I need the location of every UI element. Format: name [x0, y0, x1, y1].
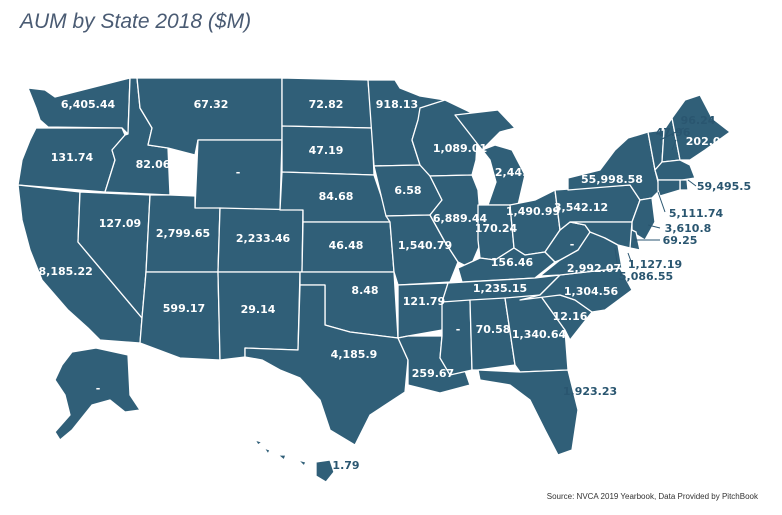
value-ia: 6.58 — [394, 184, 421, 197]
value-ma: 59,495.5 — [697, 180, 751, 193]
value-ar: 121.79 — [403, 295, 445, 308]
value-nj: 3,610.8 — [665, 222, 712, 235]
state-tx[interactable] — [244, 284, 409, 446]
value-mi: 2,449.38 — [495, 166, 549, 179]
value-md: 5,086.55 — [619, 270, 673, 283]
value-vt: 96.24 — [681, 114, 716, 127]
state-ms[interactable] — [439, 299, 473, 376]
state-ct[interactable] — [657, 179, 681, 197]
state-fl[interactable] — [477, 369, 579, 456]
value-mn: 918.13 — [376, 98, 418, 111]
state-la[interactable] — [397, 335, 471, 394]
state-mi[interactable] — [454, 109, 526, 206]
value-va: 2,992.07 — [567, 262, 621, 275]
value-nm: 29.14 — [241, 303, 276, 316]
value-id: 82.06 — [136, 158, 171, 171]
value-ms: - — [456, 323, 461, 336]
value-az: 599.17 — [163, 302, 205, 315]
state-ri[interactable] — [679, 179, 689, 191]
source-note: Source: NVCA 2019 Yearbook, Data Provide… — [546, 492, 758, 501]
value-oh: 1,490.99 — [506, 205, 560, 218]
state-az[interactable] — [139, 271, 221, 361]
value-fl: 1,923.23 — [563, 385, 617, 398]
value-mo: 1,540.79 — [398, 239, 452, 252]
value-il: 6,889.44 — [433, 212, 488, 225]
value-la: 259.67 — [412, 367, 454, 380]
state-md[interactable] — [569, 221, 633, 249]
value-ga: 1,340.64 — [512, 328, 567, 341]
state-nm[interactable] — [217, 271, 301, 361]
value-pa: 3,542.12 — [554, 201, 608, 214]
value-wv: - — [570, 238, 575, 251]
value-ct: 5,111.74 — [669, 207, 724, 220]
value-tx: 4,185.9 — [331, 348, 378, 361]
value-tn: 1,235.15 — [473, 282, 527, 295]
value-nh: 47.96 — [656, 126, 691, 139]
value-co: 2,233.46 — [236, 232, 291, 245]
value-nv: 127.09 — [99, 217, 141, 230]
value-or: 131.74 — [51, 151, 94, 164]
value-ut: 2,799.65 — [156, 227, 210, 240]
state-ar[interactable] — [397, 282, 449, 339]
value-ne: 84.68 — [319, 190, 354, 203]
value-me: 202.09 — [686, 135, 728, 148]
value-al: 70.58 — [476, 323, 511, 336]
state-me[interactable] — [671, 94, 731, 161]
value-ny: 55,998.58 — [581, 173, 643, 186]
state-ak[interactable] — [54, 347, 141, 441]
value-sd: 47.19 — [309, 144, 344, 157]
state-wa[interactable] — [27, 77, 131, 135]
state-ma[interactable] — [654, 159, 696, 181]
leader-lines — [614, 127, 697, 271]
value-mt: 67.32 — [194, 98, 229, 111]
value-wa: 6,405.44 — [61, 98, 116, 111]
map-title: AUM by State 2018 ($M) — [20, 10, 252, 33]
value-in: 170.24 — [475, 222, 518, 235]
state-nc[interactable] — [519, 267, 633, 313]
value-nd: 72.82 — [309, 98, 344, 111]
state-wi[interactable] — [411, 99, 479, 177]
value-de: 69.25 — [663, 234, 698, 247]
value-nc: 1,304.56 — [564, 285, 619, 298]
value-ky: 156.46 — [491, 256, 534, 269]
value-dc: 1,127.19 — [628, 258, 682, 271]
value-wy: - — [236, 166, 241, 179]
value-hi: 1.79 — [332, 459, 359, 472]
value-ks: 46.48 — [329, 239, 364, 252]
value-ca: 228,185.22 — [23, 265, 93, 278]
value-ak: - — [96, 382, 101, 395]
value-wi: 1,089.01 — [433, 142, 487, 155]
state-hi[interactable] — [254, 439, 335, 483]
value-ok: 8.48 — [351, 284, 378, 297]
state-al[interactable] — [469, 297, 516, 371]
value-sc: 12.16 — [553, 310, 588, 323]
